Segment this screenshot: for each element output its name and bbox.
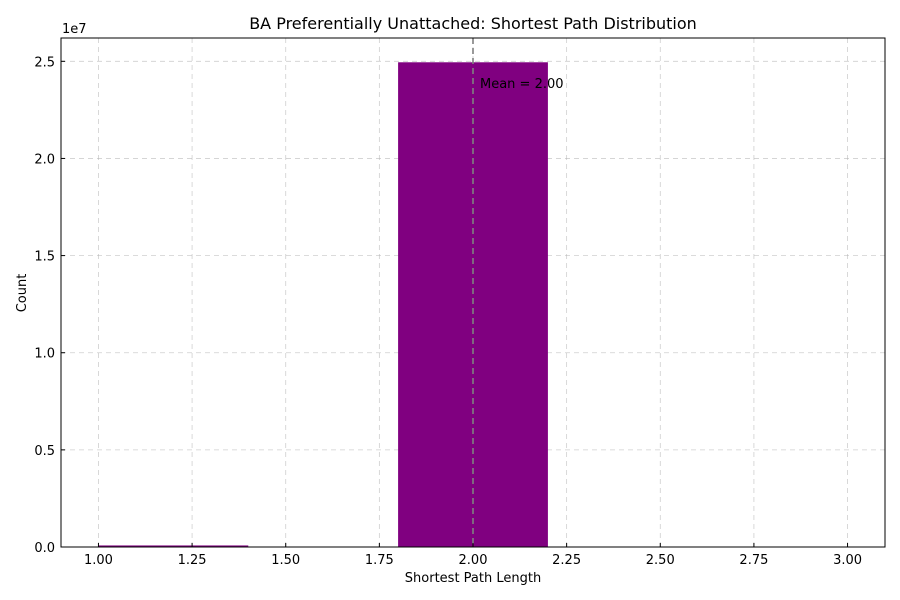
x-tick-label: 1.25: [178, 553, 207, 568]
x-tick-label: 1.50: [271, 553, 300, 568]
y-tick-label: 0.5: [34, 444, 55, 459]
x-tick-label: 2.25: [552, 553, 581, 568]
y-tick-label: 2.0: [34, 152, 55, 167]
x-tick-label: 2.50: [646, 553, 675, 568]
x-tick-label: 2.00: [459, 553, 488, 568]
x-tick-label: 3.00: [833, 553, 862, 568]
x-axis-label: Shortest Path Length: [405, 571, 541, 586]
histogram-bar: [398, 62, 548, 547]
y-tick-label: 1.5: [34, 250, 55, 265]
ticks: 1.00 1.25 1.50 1.75 2.00 2.25 2.50 2.75 3.00 0.0 0…: [34, 55, 862, 568]
y-axis-offset-label: 1e7: [62, 22, 87, 37]
x-tick-label: 1.00: [84, 553, 113, 568]
y-tick-label: 2.5: [34, 55, 55, 70]
bars: [98, 62, 548, 547]
mean-annotation: Mean = 2.00: [480, 77, 564, 92]
chart-title: BA Preferentially Unattached: Shortest P…: [249, 14, 697, 33]
x-tick-label: 2.75: [739, 553, 768, 568]
y-tick-label: 1.0: [34, 347, 55, 362]
histogram-bar: [98, 545, 249, 547]
x-tick-label: 1.75: [365, 553, 394, 568]
y-tick-label: 0.0: [34, 541, 55, 556]
y-axis-label: Count: [15, 274, 30, 313]
